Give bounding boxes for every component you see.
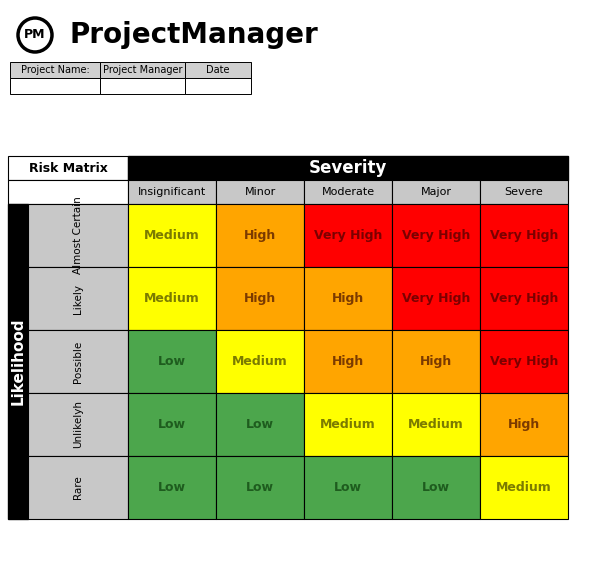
Text: Risk Matrix: Risk Matrix [29,162,107,175]
Bar [480,204,568,267]
Text: Very High: Very High [490,292,558,305]
Text: Severity: Severity [309,159,387,177]
Text: Insignificant: Insignificant [138,187,206,197]
Bar [128,267,216,330]
Text: Low: Low [246,481,274,494]
Text: Very High: Very High [314,229,382,242]
Bar [392,393,480,456]
Bar [28,393,128,456]
Bar [128,393,216,456]
Text: Low: Low [158,418,186,431]
Bar [28,330,128,393]
Bar [480,330,568,393]
Text: Very High: Very High [402,229,470,242]
Text: Almost Certain: Almost Certain [73,197,83,274]
Bar [128,156,568,180]
Bar [216,393,304,456]
Bar [480,456,568,519]
Text: Project Manager: Project Manager [103,65,182,75]
Text: Unlikelyh: Unlikelyh [73,401,83,449]
Bar [304,204,392,267]
Text: Low: Low [334,481,362,494]
Bar [185,62,251,78]
Bar [216,180,304,204]
Bar [8,156,128,180]
Bar [304,456,392,519]
Bar [480,267,568,330]
Text: High: High [508,418,540,431]
Bar [128,204,216,267]
Text: Low: Low [158,481,186,494]
Text: Very High: Very High [490,355,558,368]
Text: ProjectManager: ProjectManager [70,21,319,49]
Text: Medium: Medium [144,292,200,305]
Text: Low: Low [246,418,274,431]
Text: Likelihood: Likelihood [10,318,26,405]
Bar [304,267,392,330]
Text: Medium: Medium [232,355,288,368]
Text: Medium: Medium [496,481,552,494]
Text: Medium: Medium [144,229,200,242]
Text: High: High [332,355,364,368]
Bar [10,78,100,94]
Text: Date: Date [206,65,230,75]
Text: Medium: Medium [320,418,376,431]
Bar [128,456,216,519]
Text: Major: Major [421,187,452,197]
Bar [216,330,304,393]
Text: Medium: Medium [408,418,464,431]
Bar [8,180,128,204]
Bar [304,393,392,456]
Bar [392,456,480,519]
Text: Very High: Very High [402,292,470,305]
Text: Minor: Minor [244,187,275,197]
Text: High: High [244,229,276,242]
Bar [28,267,128,330]
Bar [10,62,100,78]
Bar [128,180,216,204]
Text: Possible: Possible [73,340,83,383]
Bar [185,78,251,94]
Text: Project Name:: Project Name: [20,65,89,75]
Bar [216,456,304,519]
Text: High: High [332,292,364,305]
Bar [8,204,28,519]
Text: Moderate: Moderate [322,187,374,197]
Bar [304,330,392,393]
Bar [216,204,304,267]
Text: Likely: Likely [73,283,83,314]
Text: Severe: Severe [505,187,544,197]
Bar [100,62,185,78]
Bar [216,267,304,330]
Text: Low: Low [158,355,186,368]
Bar [28,456,128,519]
Text: Rare: Rare [73,475,83,499]
Text: High: High [244,292,276,305]
Bar [480,180,568,204]
Bar [392,204,480,267]
Bar [392,180,480,204]
Bar [28,204,128,267]
Text: High: High [420,355,452,368]
Bar [392,267,480,330]
Bar [392,330,480,393]
Bar [100,78,185,94]
Text: Very High: Very High [490,229,558,242]
Text: Low: Low [422,481,450,494]
Text: PM: PM [24,29,46,41]
Bar [480,393,568,456]
Bar [128,330,216,393]
Bar [304,180,392,204]
